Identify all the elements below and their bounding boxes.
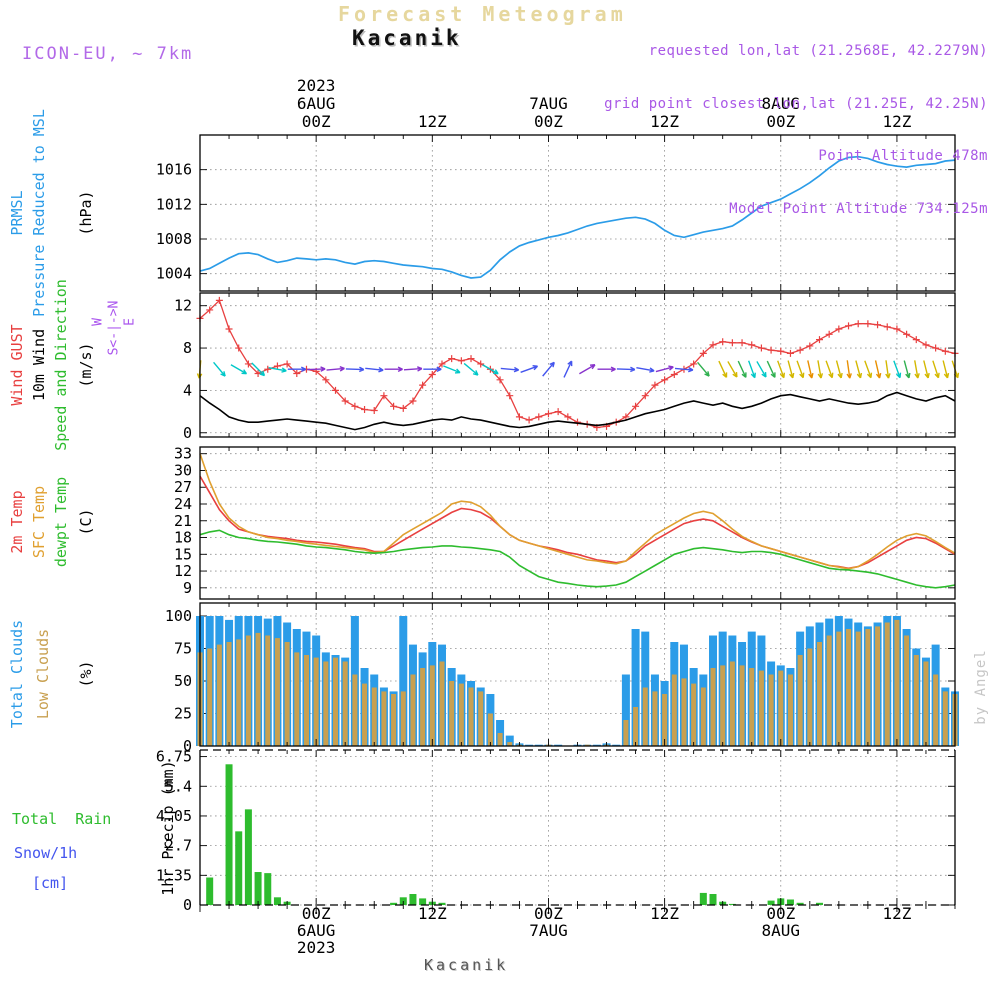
svg-text:100: 100 xyxy=(165,607,192,625)
svg-text:12Z: 12Z xyxy=(650,904,679,923)
model-label: ICON-EU, ~ 7km xyxy=(22,44,194,64)
svg-text:6AUG: 6AUG xyxy=(297,94,336,113)
request-meta: requested lon,lat (21.2568E, 42.2279N) g… xyxy=(604,8,988,253)
credit: by Angel xyxy=(973,649,989,725)
svg-text:25: 25 xyxy=(174,705,192,723)
svg-text:12Z: 12Z xyxy=(650,112,679,131)
pressure-axis-label-long: Pressure Reduced to MSL xyxy=(30,109,48,317)
svg-text:0: 0 xyxy=(183,896,192,914)
wind-10m-label: 10m Wind xyxy=(30,328,48,402)
svg-text:8AUG: 8AUG xyxy=(762,94,801,113)
pressure-axis-label-prmsl: PRMSL xyxy=(8,190,26,236)
precip-rain-label: Total Rain xyxy=(12,810,112,828)
svg-text:4: 4 xyxy=(183,381,192,399)
svg-text:12: 12 xyxy=(174,562,192,580)
svg-text:8: 8 xyxy=(183,339,192,357)
clouds-total-label: Total Clouds xyxy=(8,619,26,729)
panel-precip: 0 1.35 2.7 4.05 5.4 6.75 xyxy=(156,748,956,914)
svg-text:0: 0 xyxy=(183,424,192,442)
panel-wind: 0 4 8 12 xyxy=(174,292,960,442)
panel-pressure: 1004 1008 1012 1016 xyxy=(156,134,956,292)
svg-text:4.05: 4.05 xyxy=(156,807,192,825)
precip-axis-unit: 1hr Precip (mm) xyxy=(159,760,177,896)
svg-text:12Z: 12Z xyxy=(418,904,447,923)
svg-text:12: 12 xyxy=(174,297,192,315)
svg-text:00Z: 00Z xyxy=(302,904,331,923)
wind-axis-unit: (m/s) xyxy=(77,342,95,388)
svg-text:15: 15 xyxy=(174,545,192,563)
model-point-altitude: Model Point Altitude 734.125m xyxy=(729,200,988,217)
pressure-axis-unit: (hPa) xyxy=(77,190,95,236)
temp-sfc-label: SFC Temp xyxy=(30,485,48,559)
watermark-title: Forecast Meteogram xyxy=(338,2,627,26)
svg-text:00Z: 00Z xyxy=(766,904,795,923)
svg-text:12Z: 12Z xyxy=(882,904,911,923)
wind-gust-label: Wind GUST xyxy=(8,324,26,406)
compass-west-label: W xyxy=(90,318,106,326)
svg-text:00Z: 00Z xyxy=(534,904,563,923)
panel-clouds: 0 25 50 75 100 xyxy=(165,602,959,755)
svg-text:1012: 1012 xyxy=(156,195,192,213)
svg-text:21: 21 xyxy=(174,512,192,530)
svg-text:18: 18 xyxy=(174,529,192,547)
point-altitude: Point Altitude 478m xyxy=(818,148,988,164)
svg-text:2023: 2023 xyxy=(297,76,336,95)
svg-text:2.7: 2.7 xyxy=(165,837,192,855)
svg-text:27: 27 xyxy=(174,478,192,496)
compass-east-label: E xyxy=(122,318,138,326)
station-title: Kacanik xyxy=(352,26,462,50)
svg-text:1008: 1008 xyxy=(156,230,192,248)
svg-text:7AUG: 7AUG xyxy=(529,921,568,940)
precip-snow-unit-label: [cm] xyxy=(32,874,69,892)
clouds-axis-unit: (%) xyxy=(77,660,95,688)
svg-text:6.75: 6.75 xyxy=(156,748,192,766)
svg-text:30: 30 xyxy=(174,461,192,479)
grid-point-lonlat: grid point closest lon,lat (21.25E, 42.2… xyxy=(604,95,988,112)
svg-text:75: 75 xyxy=(174,640,192,658)
footer-station: Kacanik xyxy=(424,956,509,974)
svg-text:5.4: 5.4 xyxy=(165,777,192,795)
precip-snow-label: Snow/1h xyxy=(14,844,78,862)
svg-text:9: 9 xyxy=(183,579,192,597)
svg-text:1.35: 1.35 xyxy=(156,866,192,884)
svg-text:12Z: 12Z xyxy=(418,112,447,131)
svg-text:12Z: 12Z xyxy=(882,112,911,131)
svg-text:8AUG: 8AUG xyxy=(762,921,801,940)
svg-text:33: 33 xyxy=(174,445,192,463)
requested-lonlat: requested lon,lat (21.2568E, 42.2279N) xyxy=(648,43,988,59)
temp-2m-label: 2m Temp xyxy=(8,490,26,554)
temp-axis-unit: (C) xyxy=(77,508,95,536)
svg-text:50: 50 xyxy=(174,672,192,690)
svg-text:6AUG: 6AUG xyxy=(297,921,336,940)
svg-text:2023: 2023 xyxy=(297,938,336,957)
svg-text:00Z: 00Z xyxy=(766,112,795,131)
clouds-low-label: Low Clouds xyxy=(34,628,52,720)
svg-text:24: 24 xyxy=(174,495,192,513)
svg-text:1004: 1004 xyxy=(156,265,192,283)
svg-text:00Z: 00Z xyxy=(534,112,563,131)
compass-axis-label: S<-|->N xyxy=(106,300,122,356)
svg-text:0: 0 xyxy=(183,737,192,755)
temp-dewpt-label: dewpt Temp xyxy=(52,476,70,568)
wind-speed-dir-label: Speed and Direction xyxy=(52,279,70,451)
svg-text:1016: 1016 xyxy=(156,161,192,179)
svg-text:00Z: 00Z xyxy=(302,112,331,131)
svg-text:7AUG: 7AUG xyxy=(529,94,568,113)
